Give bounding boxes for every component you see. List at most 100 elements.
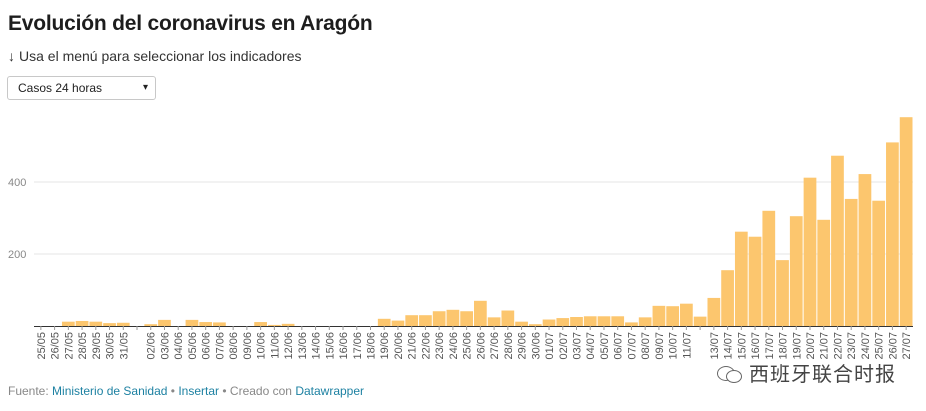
- x-tick-label: 08/06: [228, 332, 240, 360]
- bar[interactable]: [872, 200, 886, 326]
- bar[interactable]: [556, 318, 570, 326]
- x-tick-label: 01/07: [544, 332, 556, 360]
- x-tick-label: 25/06: [462, 332, 474, 360]
- bar[interactable]: [419, 315, 432, 326]
- bar[interactable]: [625, 322, 638, 326]
- bar[interactable]: [254, 322, 267, 326]
- bar[interactable]: [776, 260, 789, 326]
- wechat-icon: [717, 363, 743, 383]
- x-tick-label: 28/05: [77, 332, 89, 360]
- bar[interactable]: [515, 321, 528, 326]
- bar[interactable]: [707, 297, 721, 326]
- x-tick-label: 02/07: [558, 332, 570, 360]
- chart-subtitle: ↓ Usa el menú para seleccionar los indica…: [8, 48, 301, 64]
- x-tick-label: 17/07: [764, 332, 776, 360]
- x-tick-label: 18/07: [778, 332, 790, 360]
- bar[interactable]: [158, 319, 171, 326]
- embed-link[interactable]: Insertar: [178, 384, 220, 398]
- x-tick-label: 31/05: [118, 332, 130, 360]
- bar[interactable]: [474, 300, 487, 326]
- bar[interactable]: [762, 210, 776, 326]
- x-tick-label: 29/06: [517, 332, 529, 360]
- bar[interactable]: [199, 322, 213, 326]
- bar[interactable]: [487, 317, 501, 326]
- footer-source-label: Fuente:: [8, 384, 49, 398]
- x-tick-label: 20/06: [393, 332, 405, 360]
- bar[interactable]: [144, 324, 158, 326]
- x-tick-label: 16/06: [338, 332, 350, 360]
- bar[interactable]: [693, 316, 707, 326]
- watermark: 西班牙联合时报: [717, 358, 896, 387]
- x-tick-label: 06/06: [201, 332, 213, 360]
- bar[interactable]: [75, 320, 89, 326]
- bar[interactable]: [858, 174, 872, 326]
- bar[interactable]: [460, 311, 473, 326]
- x-tick-label: 22/07: [832, 332, 844, 360]
- x-tick-label: 12/06: [283, 332, 295, 360]
- bar[interactable]: [570, 317, 583, 326]
- bar[interactable]: [281, 323, 295, 326]
- x-tick-label: 25/05: [36, 332, 48, 360]
- bar[interactable]: [748, 236, 762, 326]
- bar[interactable]: [391, 320, 405, 326]
- bar[interactable]: [103, 323, 116, 326]
- bar[interactable]: [831, 155, 844, 326]
- bar[interactable]: [611, 316, 625, 326]
- bar[interactable]: [213, 322, 226, 326]
- bar[interactable]: [597, 316, 611, 326]
- chevron-down-icon: ▾: [142, 82, 148, 93]
- x-tick-label: 28/06: [503, 332, 515, 360]
- x-tick-label: 27/07: [901, 332, 913, 360]
- watermark-text: 西班牙联合时报: [749, 362, 896, 386]
- footer-created-label: Creado con: [229, 384, 292, 398]
- bar[interactable]: [501, 310, 515, 326]
- bar[interactable]: [583, 316, 597, 326]
- bar[interactable]: [542, 319, 556, 326]
- bar[interactable]: [377, 318, 391, 326]
- footer: Fuente: Ministerio de Sanidad • Insertar…: [8, 384, 364, 398]
- x-tick-label: 15/07: [736, 332, 748, 360]
- x-tick-label: 14/07: [723, 332, 735, 360]
- x-tick-label: 16/07: [750, 332, 762, 360]
- bar[interactable]: [652, 305, 666, 326]
- bar[interactable]: [446, 309, 460, 326]
- bar[interactable]: [886, 142, 899, 326]
- x-tick-label: 27/06: [489, 332, 501, 360]
- datawrapper-link[interactable]: Datawrapper: [295, 384, 365, 398]
- x-tick-label: 25/07: [874, 332, 886, 360]
- x-tick-label: 19/06: [379, 332, 391, 360]
- x-tick-label: 05/07: [599, 332, 611, 360]
- x-tick-label: 11/06: [269, 332, 281, 359]
- bar[interactable]: [267, 324, 281, 326]
- bar[interactable]: [789, 216, 803, 326]
- source-link[interactable]: Ministerio de Sanidad: [52, 384, 168, 398]
- x-tick-label: 04/07: [585, 332, 597, 360]
- bar[interactable]: [817, 219, 831, 326]
- x-tick-label: 09/06: [242, 332, 254, 360]
- bar[interactable]: [803, 177, 817, 326]
- bar[interactable]: [116, 322, 130, 326]
- bar[interactable]: [666, 306, 680, 326]
- x-tick-label: 06/07: [613, 332, 625, 360]
- x-tick-label: 13/06: [297, 332, 309, 360]
- bar[interactable]: [638, 317, 652, 326]
- bar[interactable]: [734, 231, 748, 326]
- x-tick-label: 26/07: [887, 332, 899, 360]
- bar[interactable]: [680, 303, 693, 326]
- bar[interactable]: [528, 324, 542, 326]
- bar[interactable]: [61, 321, 75, 326]
- bar[interactable]: [405, 315, 419, 326]
- footer-separator: •: [170, 384, 175, 398]
- x-tick-label: 22/06: [420, 332, 432, 360]
- x-tick-label: 27/05: [63, 332, 75, 360]
- bar[interactable]: [185, 319, 199, 326]
- bar[interactable]: [89, 321, 103, 326]
- x-tick-label: 10/07: [668, 332, 680, 360]
- indicator-select[interactable]: Casos 24 horas ▾: [7, 76, 156, 100]
- x-tick-label: 24/06: [448, 332, 460, 360]
- bar[interactable]: [721, 270, 734, 326]
- bar[interactable]: [432, 311, 446, 326]
- x-tick-label: 04/06: [173, 332, 185, 360]
- bar[interactable]: [899, 117, 913, 326]
- bar[interactable]: [844, 198, 858, 326]
